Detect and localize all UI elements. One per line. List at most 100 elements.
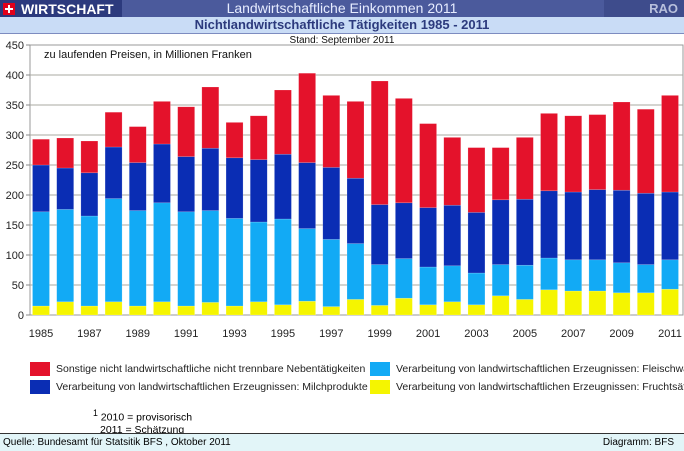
bar-segment — [80, 215, 99, 307]
bar-segment — [661, 191, 679, 261]
bar-segment — [274, 153, 292, 220]
bar-segment — [346, 299, 365, 316]
bar-segment — [612, 189, 631, 264]
bar-segment — [588, 189, 607, 261]
bar-segment — [56, 301, 74, 316]
page-subtitle: Nichtlandwirtschaftliche Tätigkeiten 198… — [0, 17, 684, 34]
bar-segment — [516, 264, 534, 300]
bar-segment — [346, 243, 365, 300]
bar-segment — [395, 258, 413, 299]
bar-segment — [419, 123, 437, 208]
bar-segment — [540, 289, 558, 316]
bar-segment — [516, 137, 534, 200]
bar-segment — [564, 259, 582, 292]
bar-segment — [467, 304, 486, 316]
bar-segment — [395, 202, 413, 259]
bar-segment — [491, 295, 510, 316]
x-tick-label: 1987 — [77, 328, 101, 340]
bar-segment — [516, 299, 534, 316]
app-title: Landwirtschaftliche Einkommen 2011 — [226, 0, 458, 16]
bar-segment — [443, 137, 462, 206]
credit-text: Diagramm: BFS — [602, 437, 674, 448]
bar-segment — [637, 264, 655, 294]
x-tick-label: 1999 — [367, 328, 391, 340]
bar-segment — [491, 199, 510, 265]
bar-segment — [225, 122, 244, 159]
bar-segment — [467, 147, 486, 213]
bar-segment — [491, 264, 510, 297]
bar-segment — [32, 211, 50, 307]
legend-swatch — [30, 362, 50, 376]
bar-segment — [32, 305, 50, 316]
chart-annotation: zu laufenden Preisen, in Millionen Frank… — [44, 49, 252, 61]
footnote: 1 2010 = provisorisch 2011 = Schätzung — [93, 407, 192, 436]
bar-segment — [370, 204, 389, 265]
bar-segment — [491, 147, 510, 201]
bar-segment — [177, 305, 195, 316]
x-tick-label: 1989 — [126, 328, 150, 340]
bar-segment — [419, 207, 437, 268]
bar-segment — [370, 305, 389, 316]
bar-segment — [564, 115, 582, 193]
x-tick-label: 2011 — [658, 328, 682, 340]
stacked-bar-chart: 0 50 100 150 200 250 300 350 400 450 Stand: Septem… — [6, 35, 684, 340]
bar-segment — [80, 172, 99, 217]
bar-segment — [443, 301, 462, 316]
bar-segment — [322, 239, 341, 307]
bar-segment — [56, 167, 74, 210]
bar-segment — [298, 300, 316, 316]
bar-segment — [32, 164, 50, 213]
chart-subtitle: Stand: September 2011 — [290, 35, 395, 46]
bar-segment — [588, 290, 607, 316]
bar-segment — [153, 301, 171, 316]
bar-segment — [225, 218, 244, 307]
y-tick-label: 150 — [6, 220, 24, 232]
bar-segment — [153, 101, 171, 145]
y-tick-label: 300 — [6, 130, 24, 142]
bar-segment — [612, 262, 631, 294]
bar-segment — [56, 137, 74, 169]
x-tick-label: 2005 — [513, 328, 537, 340]
y-tick-label: 0 — [18, 310, 24, 322]
bar-segment — [129, 305, 147, 316]
bar-segment — [322, 167, 341, 240]
bar-segment — [225, 157, 244, 219]
y-tick-label: 250 — [6, 160, 24, 172]
bar-segment — [637, 108, 655, 194]
bar-segment — [637, 192, 655, 265]
swiss-flag-icon — [3, 2, 15, 15]
y-tick-label: 350 — [6, 100, 24, 112]
bar-segment — [104, 146, 123, 199]
brand-label: WIRTSCHAFT — [21, 0, 114, 17]
bar-segment — [129, 126, 147, 163]
bar-segment — [540, 113, 558, 192]
bar-segment — [540, 190, 558, 259]
bar-segment — [346, 177, 365, 244]
legend-label: Verarbeitung von landwirtschaftlichen Er… — [396, 363, 684, 375]
brand: WIRTSCHAFT — [0, 0, 122, 17]
legend-item-fruchtsaefte: Verarbeitung von landwirtschaftlichen Er… — [370, 380, 684, 394]
bar-segment — [322, 95, 341, 168]
rao-label: RAO — [604, 0, 684, 17]
legend-item-sonstige: Sonstige nicht landwirtschaftliche nicht… — [30, 362, 365, 376]
bar-segment — [370, 80, 389, 205]
y-tick-label: 100 — [6, 250, 24, 262]
y-tick-label: 50 — [12, 280, 24, 292]
bar-segment — [298, 72, 316, 163]
bar-segment — [80, 140, 99, 174]
y-tick-label: 450 — [6, 40, 24, 52]
bar-segment — [661, 288, 679, 316]
bar-segment — [564, 290, 582, 316]
bar-segment — [467, 212, 486, 274]
bar-segment — [153, 143, 171, 204]
bar-segment — [322, 306, 341, 316]
bar-segment — [177, 211, 195, 307]
bar-segment — [346, 101, 365, 179]
bar-segment — [201, 86, 220, 149]
legend-swatch — [370, 362, 390, 376]
bar-segment — [588, 259, 607, 292]
bar-segment — [370, 264, 389, 306]
bar-segment — [564, 191, 582, 261]
bar-segment — [104, 198, 123, 303]
x-tick-label: 1985 — [29, 328, 53, 340]
